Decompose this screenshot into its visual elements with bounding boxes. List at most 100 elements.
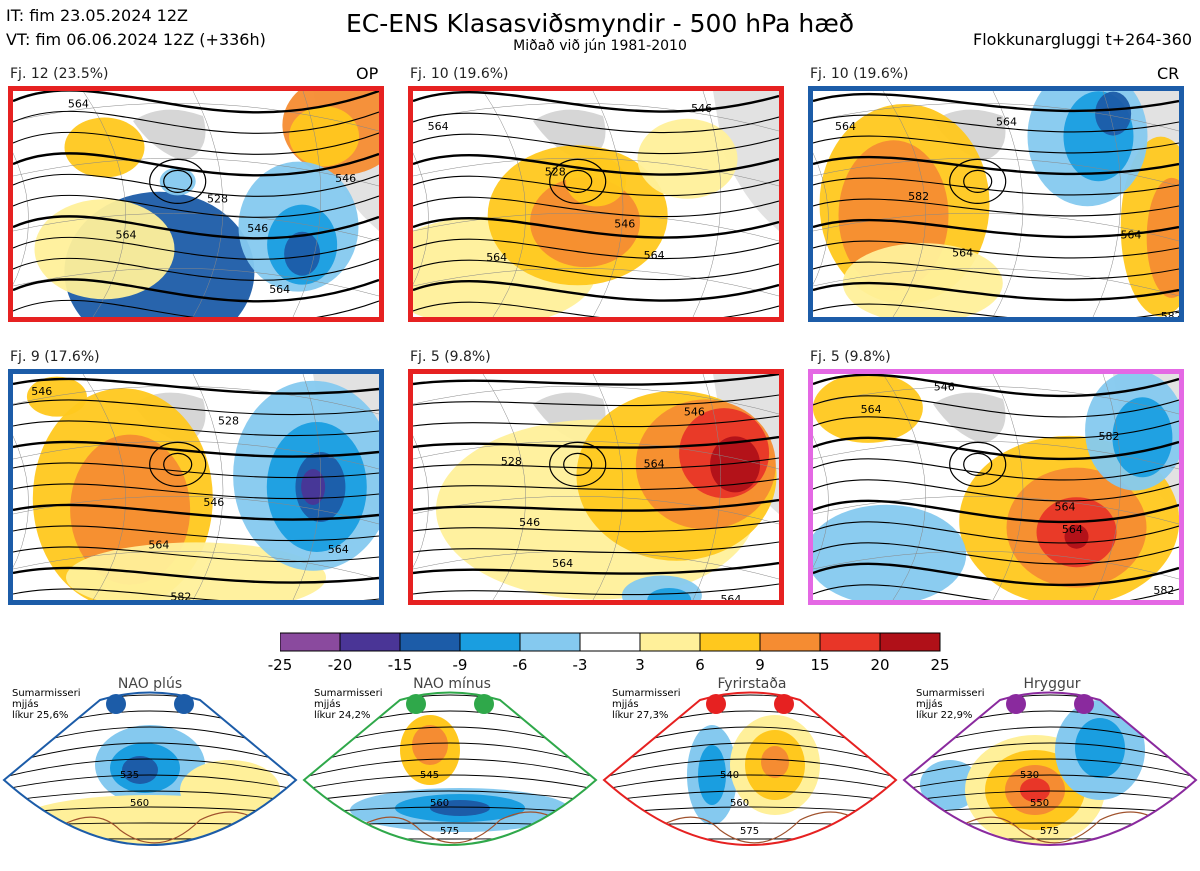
contour-label: 550 — [1030, 798, 1049, 809]
graticule-line — [413, 435, 429, 569]
init-time: IT: fim 23.05.2024 12Z — [6, 6, 188, 25]
anomaly-blob — [66, 542, 326, 600]
regime-content — [304, 692, 596, 845]
height-contour — [813, 584, 1179, 600]
cbar-tick: -6 — [512, 656, 528, 674]
closed-contour — [563, 169, 593, 194]
cluster-4-label: Fj. 9 (17.6%) — [10, 349, 100, 365]
height-contour — [413, 457, 779, 470]
height-contour — [813, 240, 1179, 259]
graticule-line — [882, 374, 926, 600]
graticule-line — [192, 374, 224, 600]
graticule-line — [13, 440, 379, 470]
height-contour — [813, 114, 1179, 133]
graticule-line — [13, 157, 379, 187]
contour-label: 582 — [908, 190, 929, 203]
cluster-1-map: 564 546 528 564 564 546 — [8, 86, 384, 322]
height-contour — [13, 546, 379, 563]
height-contour — [813, 303, 1179, 317]
height-contour — [413, 91, 779, 113]
regime-dot — [106, 694, 126, 714]
anomaly-blob — [1015, 849, 1045, 861]
height-contour — [4, 742, 296, 767]
anomaly-blob — [1095, 91, 1132, 136]
cbar-swatch — [579, 632, 641, 652]
height-contour — [813, 416, 1179, 439]
anomaly-blob — [1075, 718, 1125, 778]
height-contour — [904, 758, 1196, 779]
cbar-tick: -20 — [327, 656, 353, 674]
regime-frame — [302, 691, 598, 846]
height-contour — [13, 399, 379, 416]
graticule-line — [992, 374, 1024, 600]
land-greenland — [933, 392, 1006, 444]
contour-label: 564 — [148, 539, 169, 552]
height-contour — [304, 774, 596, 791]
anomaly-blob — [1020, 778, 1050, 802]
graticule-line — [692, 91, 722, 317]
anomaly-blob — [710, 436, 761, 493]
anomaly-blob — [412, 725, 448, 765]
height-contour — [413, 415, 779, 428]
contour-label: 540 — [720, 770, 739, 781]
anomaly-blob — [122, 756, 158, 784]
graticule-line — [292, 91, 322, 317]
anomaly-blob — [430, 800, 490, 816]
graticule-line — [13, 435, 29, 569]
cluster-5-svg: 546 528 546 564 564 564 — [413, 374, 779, 600]
cbar-swatch — [699, 632, 761, 652]
regime-content — [904, 692, 1196, 861]
height-contour — [13, 440, 379, 458]
height-contour — [413, 154, 779, 176]
height-contour — [904, 774, 1196, 791]
graticule-line — [13, 267, 379, 297]
cluster-5-map: 546 528 546 564 564 564 — [408, 369, 784, 605]
regime-frame — [602, 691, 898, 846]
closed-contour — [949, 441, 1007, 488]
regime-3-title: Fyrirstaða — [717, 676, 787, 692]
regime-2-map: 545 560 575 — [302, 691, 598, 846]
regime-2-note: Sumarmisseri mjjás líkur 24,2% — [314, 688, 384, 721]
anomaly-blob — [637, 118, 738, 199]
anomaly-blob — [64, 117, 145, 178]
graticule-line — [413, 550, 779, 580]
height-contour — [413, 374, 779, 386]
contour-label: 546 — [519, 516, 540, 529]
height-contour — [413, 498, 779, 512]
anomaly-blob — [289, 106, 360, 167]
closed-contour — [163, 452, 193, 477]
cbar-swatch — [339, 632, 401, 652]
graticule-line — [813, 212, 1179, 242]
height-contour — [604, 742, 896, 767]
regime-dot — [474, 694, 494, 714]
cluster-3-map: 564 582 564 564 564 582 — [808, 86, 1184, 322]
contour-label: 564 — [644, 249, 665, 262]
contour-label: 575 — [440, 826, 459, 837]
height-contour — [13, 420, 379, 437]
contour-label: 528 — [207, 192, 228, 205]
coastline — [339, 811, 571, 844]
contour-label: 546 — [247, 222, 268, 235]
cluster-1-label: Fj. 12 (23.5%) — [10, 66, 109, 82]
height-contour — [13, 194, 379, 218]
regime-3-note-text: Sumarmisseri mjjás líkur 27,3% — [612, 688, 681, 721]
clustering-window: Flokkunargluggi t+264-360 — [973, 30, 1192, 49]
cbar-tick: -3 — [572, 656, 588, 674]
height-contour — [813, 198, 1179, 217]
contour-label: 564 — [835, 120, 856, 133]
contour-label: 546 — [31, 385, 52, 398]
regime-4-title: Hryggur — [1023, 676, 1081, 692]
graticule-line — [413, 157, 779, 187]
closed-contour — [963, 452, 993, 477]
cluster-2-label: Fj. 10 (19.6%) — [410, 66, 509, 82]
cbar-swatch — [819, 632, 881, 652]
contour-label: 564 — [861, 403, 882, 416]
regime-dot — [1074, 694, 1094, 714]
cbar-swatch — [280, 632, 341, 652]
height-contour — [413, 541, 779, 554]
height-contour — [413, 583, 779, 596]
cbar-swatch — [399, 632, 461, 652]
height-contour — [13, 278, 379, 303]
contour-label: 560 — [730, 798, 749, 809]
closed-contour — [563, 452, 593, 477]
